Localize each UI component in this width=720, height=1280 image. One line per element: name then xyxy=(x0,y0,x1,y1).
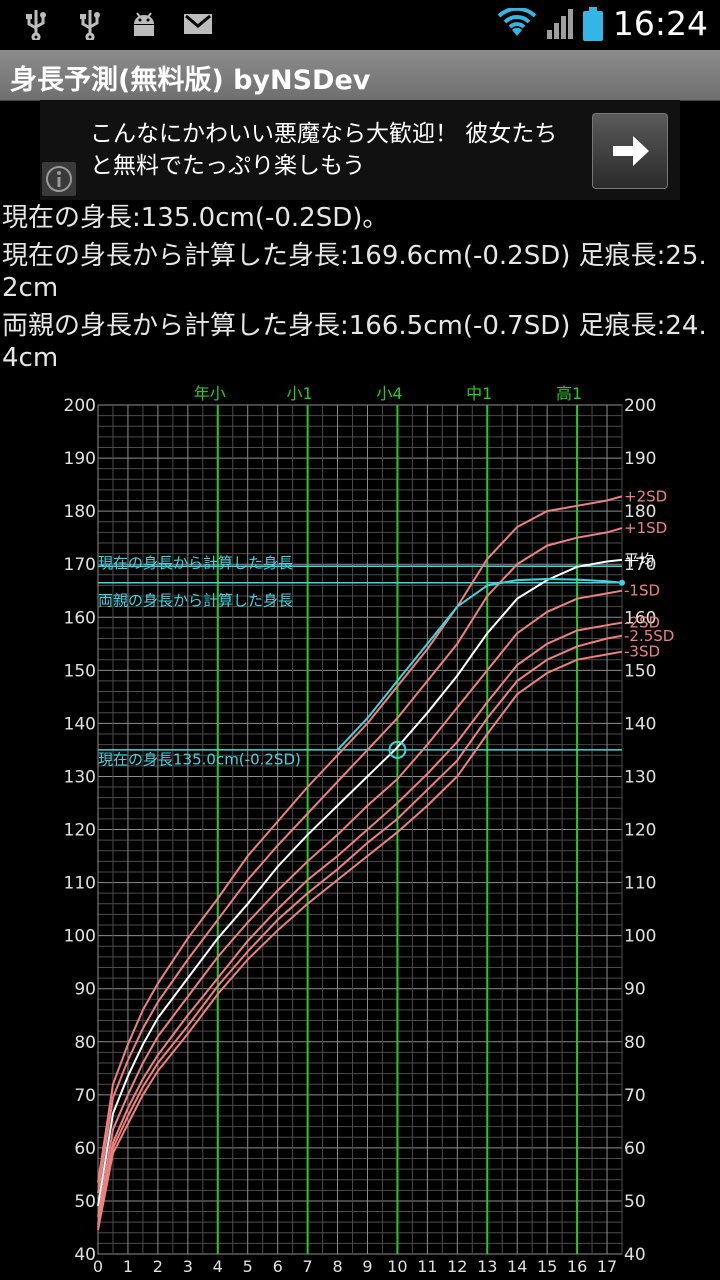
usb-icon xyxy=(26,10,46,40)
reference-line-label: 現在の身長135.0cm(-0.2SD) xyxy=(98,751,301,769)
y-tick-label-right: 100 xyxy=(624,927,656,947)
reference-line-label: 両親の身長から計算した身長 xyxy=(98,591,293,609)
y-tick-label-left: 80 xyxy=(74,1033,96,1053)
y-tick-label-left: 190 xyxy=(64,449,96,469)
series-end-dot xyxy=(619,579,625,586)
y-tick-label-left: 60 xyxy=(74,1139,96,1159)
series-line xyxy=(97,589,623,1218)
y-tick-label-right: 190 xyxy=(624,449,656,469)
series-label: +1SD xyxy=(624,519,667,537)
series-line xyxy=(336,577,623,751)
x-tick-label: 15 xyxy=(537,1257,557,1276)
series-label: +2SD xyxy=(624,487,667,505)
y-tick-label-left: 200 xyxy=(64,396,96,416)
y-tick-label-right: 200 xyxy=(624,396,656,416)
y-tick-label-right: 130 xyxy=(624,767,656,787)
wifi-icon xyxy=(497,7,537,36)
y-tick-label-left: 170 xyxy=(64,555,96,575)
y-tick-label-left: 40 xyxy=(74,1245,96,1265)
y-tick-label-right: 140 xyxy=(624,714,656,734)
clock: 16:24 xyxy=(612,4,708,43)
series-line xyxy=(97,634,623,1228)
y-tick-label-left: 100 xyxy=(64,927,96,947)
gmail-icon xyxy=(184,14,212,34)
series-label: -2.5SD xyxy=(624,627,674,645)
y-tick-label-left: 50 xyxy=(74,1192,96,1212)
x-tick-label: 11 xyxy=(417,1257,437,1276)
x-tick-label: 7 xyxy=(303,1257,313,1276)
y-tick-label-right: 90 xyxy=(624,980,646,1000)
series-line xyxy=(97,495,623,1183)
android-debug-icon xyxy=(134,12,154,36)
x-tick-label: 8 xyxy=(332,1257,342,1276)
series-line xyxy=(97,558,623,1207)
x-tick-label: 3 xyxy=(183,1257,193,1276)
arrow-right-icon xyxy=(613,136,649,166)
school-marker-label: 小1 xyxy=(287,384,313,403)
title-bar: 身長予測(無料版) byNSDev xyxy=(0,50,720,101)
y-tick-label-left: 140 xyxy=(64,714,96,734)
series-line xyxy=(97,621,623,1225)
y-tick-label-left: 130 xyxy=(64,767,96,787)
status-bar: 16:24 xyxy=(0,0,720,50)
usb-icon xyxy=(80,10,100,40)
ad-banner[interactable]: こんなにかわいい悪魔なら大歓迎！ 彼女たちと無料でたっぷり楽しもう xyxy=(40,100,680,200)
y-tick-label-right: 180 xyxy=(624,502,656,522)
y-tick-label-right: 40 xyxy=(624,1245,646,1265)
series-label: -1SD xyxy=(624,582,660,600)
info-icon[interactable] xyxy=(42,162,76,196)
school-marker-label: 高1 xyxy=(556,384,582,403)
series-label: 平均 xyxy=(624,551,654,569)
y-tick-label-right: 80 xyxy=(624,1033,646,1053)
y-tick-label-right: 60 xyxy=(624,1139,646,1159)
y-tick-label-left: 90 xyxy=(74,980,96,1000)
predicted-from-current-text: 現在の身長から計算した身長:169.6cm(-0.2SD) 足痕長:25.2cm xyxy=(2,241,707,303)
y-tick-label-left: 180 xyxy=(64,502,96,522)
app-title: 身長予測(無料版) byNSDev xyxy=(10,65,371,96)
series-label: -2SD xyxy=(624,614,660,632)
x-tick-label: 13 xyxy=(477,1257,497,1276)
y-tick-label-right: 170 xyxy=(624,555,656,575)
x-tick-label: 17 xyxy=(597,1257,617,1276)
signal-icon xyxy=(546,8,573,39)
series-line xyxy=(97,650,623,1231)
x-tick-label: 10 xyxy=(387,1257,407,1276)
y-tick-label-right: 150 xyxy=(624,661,656,681)
results-panel: 現在の身長:135.0cm(-0.2SD)。 現在の身長から計算した身長:169… xyxy=(0,202,720,380)
y-tick-label-left: 70 xyxy=(74,1086,96,1106)
x-tick-label: 6 xyxy=(273,1257,283,1276)
reference-line-label: 現在の身長から計算した身長 xyxy=(98,554,293,572)
series-label: -3SD xyxy=(624,643,660,661)
x-tick-label: 0 xyxy=(93,1257,103,1276)
y-tick-label-right: 110 xyxy=(624,874,656,894)
y-tick-label-left: 110 xyxy=(64,874,96,894)
battery-icon xyxy=(582,6,603,41)
current-height-marker xyxy=(388,740,407,759)
x-tick-label: 14 xyxy=(507,1257,527,1276)
y-tick-label-left: 160 xyxy=(64,608,96,628)
series-line xyxy=(97,527,623,1194)
y-tick-label-right: 70 xyxy=(624,1086,646,1106)
x-tick-label: 2 xyxy=(153,1257,163,1276)
x-tick-label: 1 xyxy=(123,1257,133,1276)
y-tick-label-left: 150 xyxy=(64,661,96,681)
current-height-text: 現在の身長:135.0cm(-0.2SD)。 xyxy=(2,203,389,233)
y-tick-label-right: 50 xyxy=(624,1192,646,1212)
x-tick-label: 5 xyxy=(243,1257,253,1276)
x-tick-label: 9 xyxy=(362,1257,372,1276)
school-marker-label: 年小 xyxy=(194,384,226,403)
x-tick-label: 12 xyxy=(447,1257,467,1276)
predicted-from-parents-text: 両親の身長から計算した身長:166.5cm(-0.7SD) 足痕長:24.4cm xyxy=(2,311,707,373)
school-marker-label: 小4 xyxy=(376,384,402,403)
x-tick-label: 16 xyxy=(567,1257,587,1276)
y-tick-label-right: 120 xyxy=(624,821,656,841)
ad-open-button[interactable] xyxy=(592,113,668,189)
school-marker-label: 中1 xyxy=(466,384,492,403)
y-tick-label-right: 160 xyxy=(624,608,656,628)
x-tick-label: 4 xyxy=(213,1257,223,1276)
y-tick-label-left: 120 xyxy=(64,821,96,841)
ad-text[interactable]: こんなにかわいい悪魔なら大歓迎！ 彼女たちと無料でたっぷり楽しもう xyxy=(90,121,558,179)
